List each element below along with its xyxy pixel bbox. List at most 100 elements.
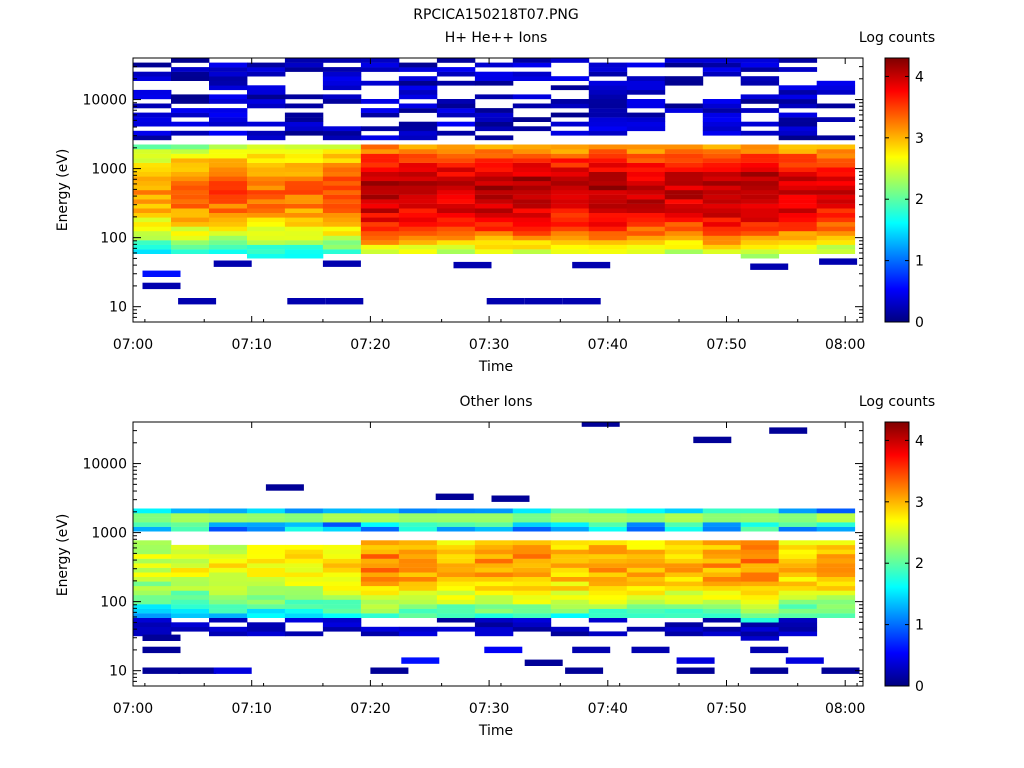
heatmap-cell <box>247 608 286 614</box>
heatmap-cell <box>284 235 324 241</box>
heatmap-cell <box>171 99 210 104</box>
heatmap-cell <box>247 585 286 591</box>
heatmap-cell <box>171 185 210 191</box>
heatmap-cell <box>816 590 856 596</box>
heatmap-cell <box>247 162 286 168</box>
heatmap-cell <box>550 76 590 81</box>
heatmap-cell <box>171 599 210 605</box>
heatmap-cell <box>550 604 590 609</box>
heatmap-cell <box>702 563 742 568</box>
heatmap-cell <box>664 508 704 514</box>
heatmap-cell <box>778 112 818 118</box>
heatmap-cell <box>816 508 856 514</box>
x-axis-label: Time <box>478 723 513 739</box>
heatmap-cell <box>284 253 324 259</box>
heatmap-cell <box>322 572 362 577</box>
heatmap-cell <box>740 212 780 218</box>
heatmap-cell <box>247 253 286 259</box>
heatmap-cell <box>171 76 210 81</box>
heatmap-cell <box>322 135 362 141</box>
heatmap-cell <box>702 176 742 182</box>
heatmap-cell <box>171 212 210 218</box>
heatmap-cell <box>209 153 248 159</box>
heatmap-cell <box>588 585 628 591</box>
heatmap-cell <box>702 58 742 63</box>
heatmap-cell <box>322 626 362 632</box>
heatmap-cell <box>778 217 818 223</box>
heatmap-cell <box>474 508 514 514</box>
heatmap-cell <box>284 558 324 564</box>
heatmap-cell <box>626 599 666 605</box>
heatmap-cell <box>512 212 552 218</box>
heatmap-cell <box>588 126 628 132</box>
heatmap-cell <box>209 180 248 186</box>
heatmap-cell <box>740 626 780 632</box>
heatmap-cell <box>702 130 742 136</box>
heatmap-cell <box>512 190 552 195</box>
heatmap-cell <box>588 190 628 195</box>
heatmap-cell <box>491 495 530 502</box>
heatmap-cell <box>512 176 552 182</box>
heatmap-cell <box>816 517 856 523</box>
heatmap-cell <box>740 80 780 86</box>
heatmap-cell <box>209 62 248 68</box>
heatmap-cell <box>209 121 248 127</box>
heatmap-cell <box>360 604 400 609</box>
heatmap-cell <box>322 203 362 209</box>
heatmap-cell <box>360 540 400 546</box>
heatmap-cell <box>740 217 780 223</box>
heatmap-cell <box>322 613 362 618</box>
heatmap-cell <box>284 112 324 118</box>
heatmap-cell <box>702 112 742 118</box>
heatmap-cell <box>626 585 666 591</box>
heatmap-cell <box>740 585 780 591</box>
heatmap-cell <box>474 558 514 564</box>
heatmap-cell <box>436 540 476 546</box>
heatmap-cell <box>778 208 818 213</box>
heatmap-cell <box>588 194 628 200</box>
heatmap-cell <box>398 576 438 582</box>
heatmap-cell <box>626 549 666 555</box>
heatmap-cell <box>588 576 628 582</box>
heatmap-cell <box>702 631 742 637</box>
heatmap-cell <box>133 549 172 555</box>
heatmap-cell <box>819 258 858 265</box>
heatmap-cell <box>171 549 210 555</box>
heatmap-cell <box>209 235 248 241</box>
heatmap-cell <box>436 221 476 227</box>
heatmap-cell <box>209 85 248 91</box>
heatmap-cell <box>209 208 248 213</box>
heatmap-cell <box>816 585 856 591</box>
heatmap-cell <box>702 149 742 154</box>
heatmap-cell <box>626 595 666 600</box>
heatmap-cell <box>778 130 818 136</box>
heatmap-cell <box>284 153 324 159</box>
heatmap-cell <box>562 298 601 305</box>
heatmap-cell <box>512 126 552 132</box>
x-axis: 07:00 07:10 07:20 07:30 07:40 07:50 08:00 <box>113 422 865 717</box>
heatmap-cell <box>550 517 590 523</box>
heatmap-cell <box>247 517 286 523</box>
heatmap-cell <box>436 590 476 596</box>
heatmap-cell <box>512 226 552 232</box>
heatmap-cell <box>398 558 438 564</box>
heatmap-cell <box>588 208 628 213</box>
heatmap-cell <box>778 554 818 559</box>
heatmap-cell <box>778 199 818 204</box>
heatmap-cell <box>398 94 438 100</box>
heatmap-cell <box>626 167 666 172</box>
heatmap-cell <box>398 194 438 200</box>
heatmap-cell <box>247 558 286 564</box>
heatmap-cell <box>626 85 666 91</box>
heatmap-cell <box>474 249 514 254</box>
heatmap-cell <box>702 158 742 163</box>
heatmap-cell <box>588 526 628 532</box>
heatmap-cell <box>816 117 856 122</box>
heatmap-cell <box>322 554 362 559</box>
heatmap-cell <box>588 130 628 136</box>
heatmap-cell <box>360 217 400 223</box>
heatmap-cell <box>664 599 704 605</box>
heatmap-cell <box>702 608 742 614</box>
heatmap-cell <box>284 513 324 518</box>
heatmap-cell <box>626 158 666 163</box>
